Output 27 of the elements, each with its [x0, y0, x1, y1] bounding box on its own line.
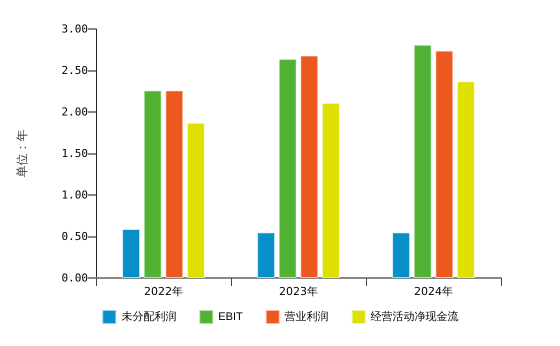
bar [144, 90, 162, 278]
x-tick-label: 2023年 [279, 285, 318, 298]
y-tick-label: 0.00 [62, 272, 88, 284]
bar [392, 232, 410, 278]
x-tick-label: 2024年 [414, 285, 453, 298]
bar [414, 44, 432, 278]
bar [186, 122, 205, 278]
bar [435, 50, 454, 278]
bar [278, 58, 297, 278]
legend-label: EBIT [218, 311, 244, 323]
bar [456, 81, 475, 278]
y-tick-label: 2.50 [62, 64, 88, 77]
bar [322, 102, 340, 278]
legend-label: 营业利润 [284, 310, 329, 323]
y-tick-label: 1.50 [62, 147, 88, 160]
y-axis-title: 单位：年 [15, 130, 29, 178]
bar [165, 90, 184, 278]
bar [300, 56, 318, 278]
y-tick-label: 1.00 [62, 188, 88, 202]
y-tick-label: 2.00 [62, 106, 88, 118]
x-tick-label: 2022年 [144, 285, 183, 298]
legend-label: 经营活动净现金流 [370, 310, 459, 323]
bar [257, 232, 276, 278]
y-tick-label: 3.00 [62, 22, 88, 36]
legend-label: 未分配利润 [121, 310, 176, 323]
bar [122, 229, 140, 278]
y-tick-label: 0.50 [62, 230, 88, 243]
